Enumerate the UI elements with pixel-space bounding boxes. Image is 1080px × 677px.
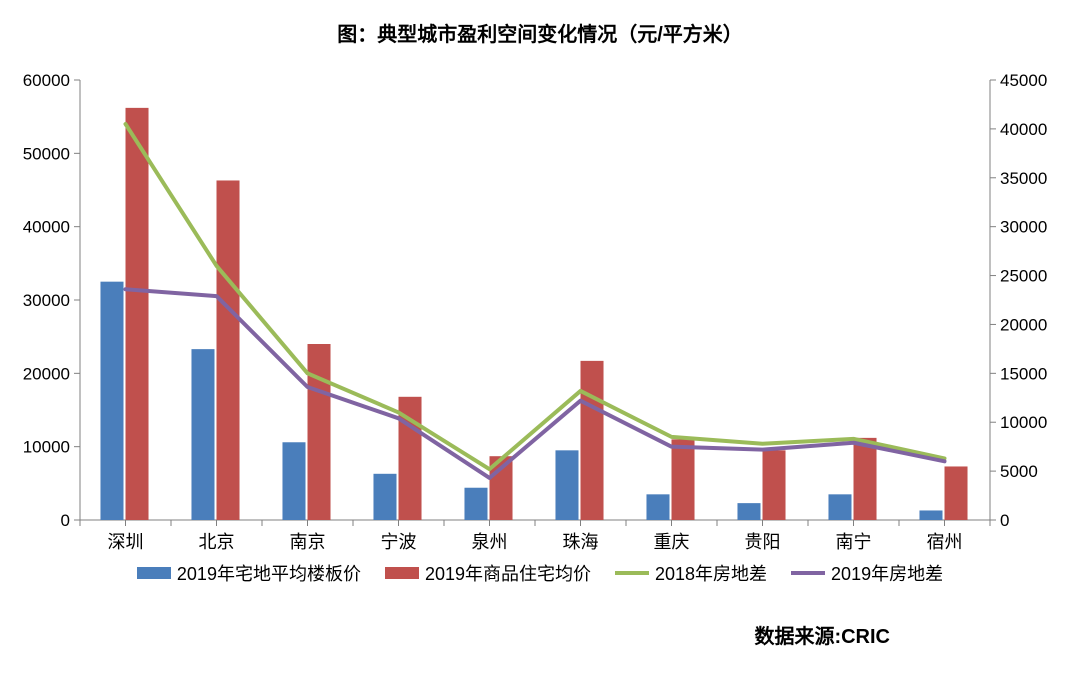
svg-text:北京: 北京 (199, 532, 235, 552)
legend-label-bar1: 2019年宅地平均楼板价 (177, 560, 361, 586)
legend-label-bar2: 2019年商品住宅均价 (425, 560, 591, 586)
svg-text:深圳: 深圳 (108, 532, 144, 552)
svg-text:25000: 25000 (1000, 267, 1047, 286)
bar-0-5 (555, 450, 578, 520)
svg-text:0: 0 (61, 511, 70, 530)
svg-text:30000: 30000 (23, 291, 70, 310)
legend-label-line2: 2019年房地差 (831, 560, 943, 586)
svg-text:宁波: 宁波 (381, 532, 417, 552)
svg-text:贵阳: 贵阳 (745, 532, 781, 552)
bar-1-2 (308, 344, 331, 520)
line-2018年房地差 (126, 124, 945, 469)
line-2019年房地差 (126, 289, 945, 478)
svg-text:5000: 5000 (1000, 462, 1038, 481)
legend-swatch-line1 (615, 571, 649, 575)
bar-1-1 (217, 180, 240, 520)
bar-1-9 (945, 466, 968, 520)
bar-0-4 (464, 488, 487, 520)
bar-1-0 (126, 108, 149, 520)
legend-label-line1: 2018年房地差 (655, 560, 767, 586)
svg-text:泉州: 泉州 (472, 532, 508, 552)
svg-text:20000: 20000 (23, 364, 70, 383)
legend-swatch-line2 (791, 571, 825, 575)
bar-1-7 (763, 450, 786, 520)
chart-title: 图：典型城市盈利空间变化情况（元/平方米） (0, 18, 1080, 47)
svg-text:20000: 20000 (1000, 315, 1047, 334)
chart-svg: 0 10000 20000 30000 40000 50000 60000 0 5000 1000… (10, 70, 1060, 570)
svg-text:南宁: 南宁 (836, 532, 872, 552)
svg-text:40000: 40000 (1000, 120, 1047, 139)
svg-text:10000: 10000 (23, 438, 70, 457)
bar-0-8 (828, 494, 851, 520)
svg-text:50000: 50000 (23, 144, 70, 163)
bar-1-8 (854, 438, 877, 520)
svg-text:15000: 15000 (1000, 364, 1047, 383)
svg-text:35000: 35000 (1000, 169, 1047, 188)
svg-text:60000: 60000 (23, 71, 70, 90)
legend-swatch-bar1 (137, 567, 171, 579)
svg-text:10000: 10000 (1000, 413, 1047, 432)
legend-item-line1: 2018年房地差 (615, 560, 767, 586)
legend-item-line2: 2019年房地差 (791, 560, 943, 586)
bar-0-1 (191, 349, 214, 520)
legend-item-bar1: 2019年宅地平均楼板价 (137, 560, 361, 586)
legend: 2019年宅地平均楼板价 2019年商品住宅均价 2018年房地差 2019年房… (60, 560, 1020, 586)
bar-0-7 (737, 503, 760, 520)
svg-text:重庆: 重庆 (654, 532, 690, 552)
bar-0-2 (282, 442, 305, 520)
bar-0-3 (373, 474, 396, 520)
svg-text:40000: 40000 (23, 218, 70, 237)
bar-1-6 (672, 439, 695, 520)
svg-text:南京: 南京 (290, 532, 326, 552)
svg-text:45000: 45000 (1000, 71, 1047, 90)
svg-text:珠海: 珠海 (563, 532, 599, 552)
data-source: 数据来源:CRIC (754, 620, 890, 649)
svg-text:宿州: 宿州 (927, 532, 963, 552)
bar-0-9 (919, 510, 942, 520)
legend-item-bar2: 2019年商品住宅均价 (385, 560, 591, 586)
bar-1-5 (581, 361, 604, 520)
bar-0-0 (100, 282, 123, 520)
chart-container: 图：典型城市盈利空间变化情况（元/平方米） 0 10000 20000 30000 40… (0, 0, 1080, 677)
svg-text:30000: 30000 (1000, 218, 1047, 237)
svg-text:0: 0 (1000, 511, 1009, 530)
bar-0-6 (646, 494, 669, 520)
legend-swatch-bar2 (385, 567, 419, 579)
plot-area: 0100002000030000400005000060000050001000… (10, 70, 1060, 510)
